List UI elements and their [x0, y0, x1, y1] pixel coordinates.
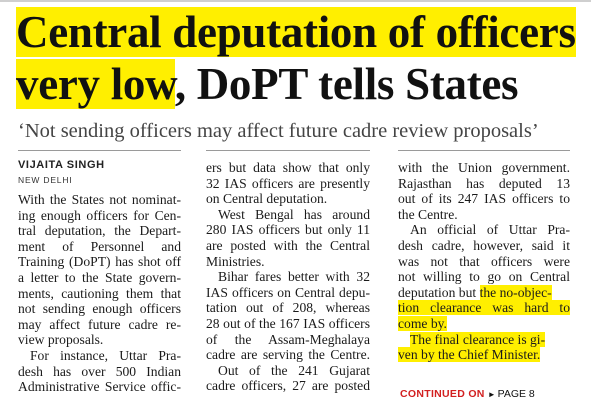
text-line: was not that officers were — [398, 253, 570, 269]
column-3-rule — [398, 150, 570, 151]
article-column-2: ers but data show that only 32 IAS offic… — [206, 160, 370, 394]
column-2-rule — [206, 150, 370, 151]
text-line: West Bengal has around — [218, 206, 370, 222]
highlighted-text: ven by the Chief Minister. — [398, 347, 541, 363]
text-line: not sending enough officers — [18, 301, 181, 317]
text-line: the Centre. — [398, 206, 458, 222]
text-line: may affect future cadre re- — [18, 316, 181, 332]
headline-line-2-rest: , DoPT tells States — [174, 59, 519, 109]
text-line: out of its 247 IAS officers to — [398, 191, 570, 207]
text-line: not willing to go on Central — [398, 269, 570, 285]
text-line: Training (DoPT) has shot off — [18, 254, 181, 270]
text-line: tion clearance was hard to — [398, 300, 570, 316]
continued-label: CONTINUED ON — [400, 388, 485, 400]
dateline: NEW DELHI — [18, 175, 73, 185]
highlighted-text: the no-objec- — [479, 284, 552, 300]
top-rule — [0, 0, 591, 2]
text-line: Out of the 241 Gujarat — [218, 362, 370, 378]
highlighted-text: come by. — [398, 315, 447, 331]
text-line: Rajasthan has deputed 13 — [398, 175, 570, 191]
text-line: view proposals. — [18, 332, 104, 348]
text-line: cadre officers, 27 are posted — [206, 378, 370, 394]
headline: Central deputation of officers very low,… — [16, 6, 586, 110]
text-segment: deputation but — [398, 284, 480, 300]
text-line: An official of Uttar Pra- — [410, 222, 570, 238]
headline-line-2: very low, DoPT tells States — [16, 58, 586, 110]
text-line: 28 out of the 167 IAS officers — [206, 315, 370, 331]
text-line: tation out of 208, whereas — [206, 300, 370, 316]
text-line: come by. — [398, 315, 570, 332]
highlighted-text: tion clearance was hard to — [398, 300, 570, 316]
text-line: ing enough officers for Cen- — [18, 207, 181, 223]
continued-on-link[interactable]: CONTINUED ON ► PAGE 8 — [400, 388, 535, 400]
text-line: cadre are serving the Centre. — [206, 347, 370, 363]
headline-highlight-very-low: very low — [16, 59, 175, 109]
arrow-right-icon: ► — [487, 390, 496, 399]
headline-line-1-text: Central deputation of officers — [16, 7, 576, 57]
text-line: Bihar fares better with 32 — [218, 269, 370, 285]
text-line: deputation but the no-objec- — [398, 284, 570, 301]
text-line: of the Assam-Meghalaya — [206, 331, 370, 347]
text-line: With the States not nominat- — [18, 192, 181, 207]
text-line: IAS officers on Central depu- — [206, 284, 370, 300]
text-line: ment of Personnel and — [18, 238, 181, 254]
article-column-3: with the Union government. Rajasthan has… — [398, 160, 570, 363]
article-column-1: With the States not nominat- ing enough … — [18, 192, 181, 395]
highlighted-text: The final clearance is gi- — [410, 331, 546, 347]
text-line: are posted with the Central — [206, 237, 370, 253]
text-line: 32 IAS officers are presently — [206, 175, 370, 191]
deck-subheadline: ‘Not sending officers may affect future … — [18, 120, 539, 142]
text-line: a letter to the State govern- — [18, 269, 181, 285]
text-line: ers but data show that only — [206, 160, 370, 175]
text-line: desh cadre, however, said it — [398, 237, 570, 253]
continued-page: PAGE 8 — [497, 388, 535, 400]
text-line: ven by the Chief Minister. — [398, 347, 570, 363]
headline-line-1: Central deputation of officers — [16, 6, 586, 58]
text-line: desh has over 500 Indian — [18, 363, 181, 379]
text-line: on Central deputation. — [206, 191, 328, 207]
byline: VIJAITA SINGH — [18, 159, 105, 171]
text-line: tral deputation, the Depart- — [18, 223, 181, 239]
byline-rule — [18, 150, 181, 151]
text-line: Administrative Service offic- — [18, 379, 181, 395]
text-line: with the Union government. — [398, 160, 570, 175]
text-line: The final clearance is gi- — [398, 331, 570, 348]
text-line: ments, cautioning them that — [18, 285, 181, 301]
text-line: 280 IAS officers but only 11 — [206, 222, 370, 238]
text-line: Ministries. — [206, 253, 265, 269]
text-line: For instance, Uttar Pra- — [30, 347, 181, 363]
